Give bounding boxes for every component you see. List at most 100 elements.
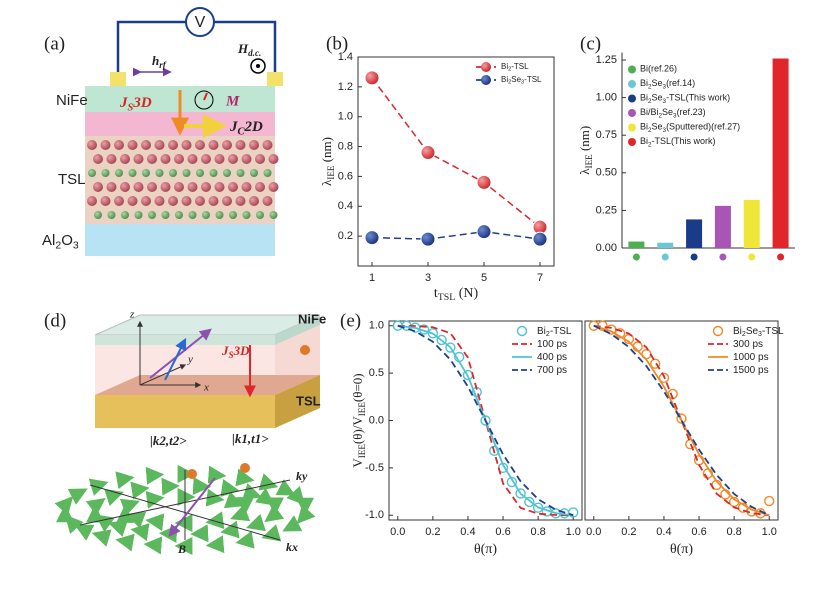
b-arrow bbox=[168, 477, 216, 537]
x-tick-label: 0.8 bbox=[726, 526, 741, 538]
data-point bbox=[568, 507, 579, 518]
atom bbox=[268, 154, 279, 164]
y-tick-label: 0.25 bbox=[596, 204, 617, 216]
text-part: Se bbox=[652, 122, 663, 132]
legend-swatch bbox=[628, 80, 636, 88]
contact bbox=[110, 72, 126, 86]
spin-arrow bbox=[145, 490, 165, 509]
atom bbox=[133, 154, 144, 164]
text-part: 700 ps bbox=[537, 365, 567, 376]
subscript: IEE bbox=[584, 154, 594, 169]
subscript: 3 bbox=[663, 98, 667, 105]
category-marker bbox=[748, 253, 756, 261]
atom bbox=[249, 140, 259, 150]
atom bbox=[100, 140, 111, 150]
spin-arrow bbox=[130, 523, 150, 541]
x-tick-label: 7 bbox=[537, 272, 543, 284]
subscript: C bbox=[238, 127, 246, 138]
plot-frame bbox=[584, 320, 779, 521]
x-axis-label: tTSL (N) bbox=[434, 286, 479, 303]
legend-swatch bbox=[481, 62, 491, 72]
category-marker bbox=[661, 253, 669, 261]
nife-side bbox=[275, 315, 320, 345]
atom bbox=[236, 169, 245, 177]
subscript: 2 bbox=[742, 331, 746, 338]
spin-arrow bbox=[220, 520, 240, 539]
spin-icon bbox=[240, 463, 250, 473]
atom bbox=[94, 211, 102, 219]
series-line bbox=[397, 324, 574, 517]
spin-arrow bbox=[192, 477, 212, 496]
plot-frame bbox=[357, 56, 555, 267]
atom bbox=[249, 196, 259, 206]
atom bbox=[106, 154, 117, 164]
data-point bbox=[420, 231, 436, 247]
text-part: (θ)/V bbox=[350, 416, 365, 444]
atom bbox=[263, 169, 272, 177]
atom bbox=[222, 196, 232, 206]
atom bbox=[87, 140, 97, 150]
x-tick-label: 1 bbox=[369, 272, 375, 284]
atom bbox=[175, 211, 183, 219]
subscript: IEE bbox=[326, 165, 336, 180]
text-part: Bi bbox=[733, 326, 742, 337]
atom bbox=[201, 154, 211, 164]
spin-arrow bbox=[241, 483, 262, 501]
bar bbox=[714, 205, 731, 248]
bar bbox=[772, 58, 789, 249]
atom bbox=[241, 182, 252, 192]
legend-label: 100 ps bbox=[537, 339, 567, 350]
atom bbox=[115, 169, 123, 177]
spin-arrow bbox=[54, 495, 74, 516]
subscript: 2 bbox=[648, 127, 652, 134]
spin-icon bbox=[187, 469, 197, 479]
atom bbox=[147, 154, 157, 164]
series-line bbox=[593, 324, 770, 517]
atom bbox=[228, 182, 238, 192]
spin-arrow bbox=[296, 504, 316, 525]
subscript: 3 bbox=[758, 331, 762, 338]
atom bbox=[222, 140, 232, 150]
rf-label: hrf bbox=[152, 53, 167, 70]
atom bbox=[262, 140, 273, 150]
x-axis-label: θ(π) bbox=[670, 542, 693, 557]
axis-label: z bbox=[129, 309, 135, 321]
series-line bbox=[593, 324, 770, 517]
spin-arrow bbox=[205, 535, 225, 554]
data-point bbox=[532, 502, 544, 513]
atom bbox=[214, 154, 225, 164]
legend-label: 1500 ps bbox=[733, 365, 769, 376]
state-label: |k2,t2> bbox=[150, 433, 187, 448]
text-part: 2D bbox=[244, 119, 264, 135]
substrate-layer bbox=[85, 224, 275, 256]
legend-label: Bi2-TSL(This work) bbox=[640, 136, 716, 148]
data-point bbox=[427, 328, 439, 339]
text-part: 3D bbox=[233, 343, 251, 358]
subscript: 2 bbox=[508, 80, 511, 86]
text-part: (nm) bbox=[577, 126, 592, 155]
subscript: 2 bbox=[508, 67, 511, 73]
k-label: ky bbox=[296, 469, 308, 483]
text-part: (N) bbox=[455, 286, 478, 301]
x-tick-label: 0.8 bbox=[530, 526, 545, 538]
subscript: S bbox=[229, 350, 234, 360]
data-point bbox=[436, 334, 447, 346]
y-tick-label: 0.6 bbox=[338, 170, 353, 182]
data-point bbox=[476, 174, 492, 190]
panel-label: (d) bbox=[44, 310, 66, 331]
legend-swatch bbox=[628, 138, 636, 146]
atom bbox=[100, 196, 111, 206]
atom bbox=[182, 169, 191, 177]
spin-arrow bbox=[220, 479, 240, 497]
text-part: Se bbox=[652, 93, 663, 103]
y-tick-label: 0.0 bbox=[369, 414, 384, 426]
atom bbox=[155, 169, 164, 177]
spin-arrow bbox=[205, 488, 225, 507]
text-part: -TSL bbox=[550, 326, 572, 337]
legend-label: Bi(ref.26) bbox=[640, 64, 677, 74]
spin-arrow bbox=[67, 488, 88, 505]
data-point bbox=[420, 145, 436, 161]
category-marker bbox=[777, 253, 785, 261]
spin-arrow bbox=[190, 524, 209, 543]
